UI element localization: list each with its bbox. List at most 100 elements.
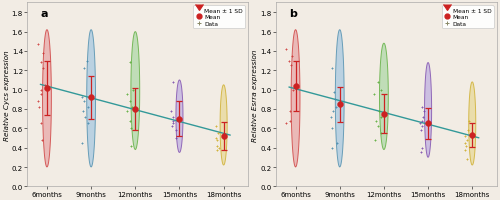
Polygon shape bbox=[131, 32, 140, 150]
Polygon shape bbox=[291, 30, 300, 167]
Point bbox=[172, 129, 180, 132]
Point bbox=[333, 141, 341, 145]
Point bbox=[286, 110, 294, 113]
Legend: Mean ± 1 SD, Mean, Data: Mean ± 1 SD, Mean, Data bbox=[442, 6, 494, 29]
Point bbox=[40, 84, 48, 87]
Point bbox=[372, 119, 380, 123]
Point bbox=[128, 106, 136, 109]
Point bbox=[371, 139, 379, 142]
Text: b: b bbox=[289, 9, 297, 19]
Point bbox=[374, 110, 382, 113]
Point bbox=[126, 144, 134, 148]
Point bbox=[374, 81, 382, 84]
Point bbox=[126, 62, 134, 65]
Point bbox=[84, 60, 92, 63]
Polygon shape bbox=[468, 82, 476, 165]
Polygon shape bbox=[220, 85, 227, 165]
Y-axis label: Relative Cycs expression: Relative Cycs expression bbox=[4, 50, 10, 140]
Point bbox=[81, 115, 89, 119]
Point bbox=[124, 93, 132, 97]
Point bbox=[374, 125, 382, 128]
Point bbox=[328, 146, 336, 150]
Polygon shape bbox=[424, 63, 432, 158]
Polygon shape bbox=[176, 80, 183, 153]
Point bbox=[417, 129, 425, 132]
Point bbox=[424, 122, 432, 125]
Point bbox=[282, 122, 290, 125]
Point bbox=[126, 100, 134, 103]
Point bbox=[132, 108, 140, 111]
Point bbox=[331, 98, 339, 101]
Point bbox=[420, 110, 428, 113]
Point bbox=[463, 139, 471, 142]
Point bbox=[128, 89, 136, 92]
Point bbox=[465, 119, 473, 123]
Point bbox=[285, 60, 293, 63]
Point bbox=[417, 151, 425, 154]
Point bbox=[34, 100, 42, 103]
Point bbox=[328, 127, 336, 130]
Point bbox=[336, 103, 344, 106]
Point bbox=[329, 110, 337, 113]
Point bbox=[462, 144, 470, 148]
Point bbox=[214, 132, 222, 135]
Point bbox=[212, 144, 220, 148]
Point bbox=[168, 119, 176, 123]
Point bbox=[78, 141, 86, 145]
Point bbox=[418, 106, 426, 109]
Point bbox=[38, 139, 46, 142]
Point bbox=[288, 64, 296, 68]
Point bbox=[332, 106, 340, 109]
Point bbox=[37, 93, 45, 97]
Polygon shape bbox=[86, 30, 96, 167]
Point bbox=[286, 119, 294, 123]
Point bbox=[460, 141, 468, 145]
Point bbox=[38, 89, 46, 92]
Point bbox=[289, 89, 297, 92]
Point bbox=[80, 67, 88, 71]
Polygon shape bbox=[336, 30, 344, 167]
Point bbox=[84, 106, 92, 109]
Point bbox=[380, 113, 388, 116]
Point bbox=[326, 115, 334, 119]
Legend: Mean ± 1 SD, Mean, Data: Mean ± 1 SD, Mean, Data bbox=[193, 6, 245, 29]
Point bbox=[176, 117, 184, 121]
Point bbox=[377, 132, 385, 135]
Point bbox=[78, 96, 86, 99]
Point bbox=[464, 158, 471, 161]
Point bbox=[170, 81, 177, 84]
Polygon shape bbox=[42, 30, 51, 167]
Point bbox=[220, 135, 228, 138]
Point bbox=[288, 55, 296, 58]
Point bbox=[468, 134, 476, 137]
Point bbox=[464, 129, 472, 132]
Point bbox=[212, 125, 220, 128]
Point bbox=[38, 67, 46, 71]
Point bbox=[39, 52, 47, 55]
Point bbox=[43, 87, 51, 90]
Point bbox=[215, 146, 223, 150]
Point bbox=[214, 139, 222, 142]
Point bbox=[79, 110, 87, 113]
Point bbox=[461, 148, 469, 151]
Point bbox=[80, 100, 88, 103]
Point bbox=[330, 90, 338, 94]
Point bbox=[418, 146, 426, 150]
Point bbox=[84, 122, 92, 125]
Point bbox=[126, 119, 134, 123]
Polygon shape bbox=[380, 44, 388, 150]
Point bbox=[212, 137, 220, 140]
Point bbox=[282, 48, 290, 51]
Point bbox=[168, 125, 176, 128]
Y-axis label: Relative Esrra expression: Relative Esrra expression bbox=[252, 49, 258, 141]
Point bbox=[87, 96, 95, 99]
Point bbox=[416, 122, 424, 125]
Point bbox=[370, 93, 378, 97]
Point bbox=[378, 115, 386, 119]
Point bbox=[328, 67, 336, 71]
Point bbox=[127, 127, 135, 130]
Point bbox=[418, 125, 426, 128]
Point bbox=[168, 110, 175, 113]
Point bbox=[34, 43, 42, 46]
Point bbox=[37, 122, 45, 125]
